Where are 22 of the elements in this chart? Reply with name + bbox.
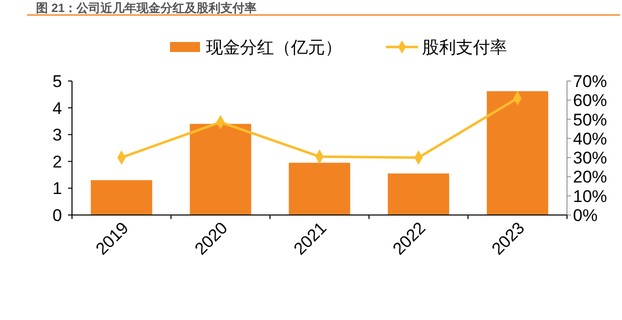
y2-tick-label: 20% <box>573 168 608 187</box>
y-tick-label: 4 <box>52 98 62 118</box>
y-tick-label: 5 <box>52 72 62 91</box>
y-tick-label: 0 <box>52 206 62 225</box>
bar <box>90 180 152 215</box>
y2-tick-label: 40% <box>573 129 608 148</box>
y-tick-label: 3 <box>52 126 62 145</box>
y2-tick-label: 30% <box>573 148 608 168</box>
legend-label: 股利支付率 <box>422 38 507 57</box>
bar <box>486 91 548 215</box>
legend-label: 现金分红（亿元） <box>206 38 342 57</box>
y2-tick-label: 70% <box>573 72 608 91</box>
bar <box>388 173 450 215</box>
chart-title: 图 21：公司近几年现金分红及股利支付率 <box>36 1 257 15</box>
y-tick-label: 2 <box>52 152 62 172</box>
y-tick-label: 1 <box>52 179 62 198</box>
y2-tick-label: 10% <box>573 186 608 206</box>
y2-tick-label: 50% <box>573 110 608 130</box>
bar <box>288 162 350 215</box>
y2-tick-label: 0% <box>573 206 598 225</box>
bar <box>190 124 252 215</box>
y2-tick-label: 60% <box>573 91 608 110</box>
